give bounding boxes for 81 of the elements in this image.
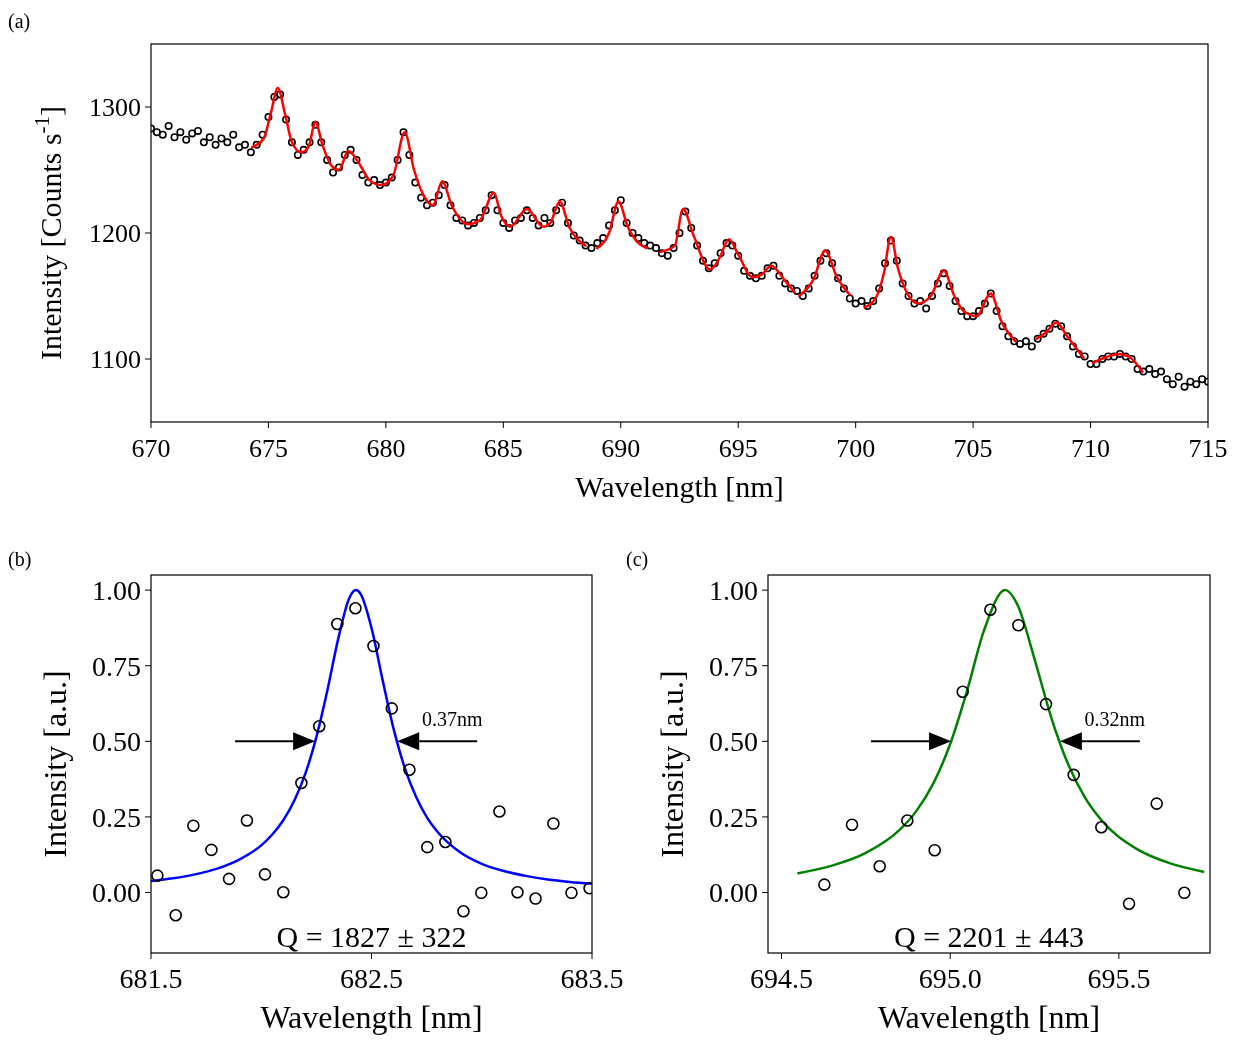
y-tick-label: 1300 xyxy=(89,93,141,123)
point xyxy=(529,892,542,905)
annotation: 0.32nm xyxy=(1084,708,1146,731)
x-axis-title: Wavelength [nm] xyxy=(260,999,483,1035)
point xyxy=(222,872,236,886)
annotation: Q = 2201 ± 443 xyxy=(893,920,1085,953)
point xyxy=(187,819,200,832)
y-tick-label: 0.00 xyxy=(92,877,141,909)
point xyxy=(169,908,182,922)
point xyxy=(277,885,290,899)
y-tick-label: 0.75 xyxy=(709,650,758,682)
point xyxy=(565,886,578,900)
chart-title: (a) xyxy=(8,10,31,33)
point xyxy=(420,840,434,854)
x-tick-label: 680 xyxy=(366,434,406,463)
point xyxy=(240,814,254,827)
y-tick-label: 1100 xyxy=(89,345,141,375)
point xyxy=(956,685,969,699)
point xyxy=(873,859,886,873)
y-tick-label: 0.25 xyxy=(709,801,758,833)
x-tick-label: 695.5 xyxy=(1087,963,1151,994)
point xyxy=(1178,886,1191,900)
point xyxy=(901,814,914,827)
point xyxy=(845,818,859,832)
x-tick-label: 675 xyxy=(248,434,288,463)
x-tick-label: 705 xyxy=(953,434,993,463)
point xyxy=(349,601,362,615)
x-tick-label: 695.0 xyxy=(918,963,982,994)
y-tick-label: 0.00 xyxy=(709,877,758,909)
point xyxy=(1122,897,1136,910)
y-axis-title: Intensity [a.u.] xyxy=(654,670,690,858)
point xyxy=(493,805,506,818)
y-tick-label: 0.75 xyxy=(92,650,141,682)
y-tick-label: 1.00 xyxy=(709,574,758,606)
point xyxy=(205,843,218,857)
point xyxy=(258,868,272,881)
point xyxy=(1095,820,1108,834)
point xyxy=(928,843,941,857)
x-tick-label: 670 xyxy=(131,434,171,463)
point xyxy=(1150,797,1163,810)
line-series xyxy=(797,588,1205,875)
y-tick-label: 0.50 xyxy=(709,726,758,758)
y-tick-label: 0.50 xyxy=(92,726,141,758)
y-tick-label: 0.25 xyxy=(92,801,141,833)
point xyxy=(385,702,399,715)
y-tick-label: 1200 xyxy=(89,219,141,249)
x-tick-label: 700 xyxy=(836,434,876,463)
x-tick-label: 710 xyxy=(1071,434,1111,463)
point xyxy=(367,639,380,653)
x-tick-label: 715 xyxy=(1188,434,1228,463)
annotation: 0.37nm xyxy=(421,708,483,731)
point xyxy=(1012,618,1025,632)
point xyxy=(439,835,452,849)
point xyxy=(403,763,416,777)
point xyxy=(457,904,470,918)
x-tick-label: 682.5 xyxy=(340,963,403,994)
x-tick-label: 690 xyxy=(601,434,641,463)
point xyxy=(312,719,326,733)
x-tick-label: 694.5 xyxy=(750,963,813,994)
point xyxy=(818,878,831,891)
x-tick-label: 683.5 xyxy=(560,963,624,994)
point xyxy=(1067,768,1080,782)
x-tick-label: 695 xyxy=(718,434,758,463)
x-axis-title: Wavelength [nm] xyxy=(877,999,1101,1035)
point xyxy=(151,869,164,882)
point xyxy=(984,603,997,617)
point xyxy=(295,776,308,790)
x-axis-title: Wavelength [nm] xyxy=(575,470,784,503)
point xyxy=(511,885,524,899)
line-series xyxy=(151,588,592,885)
point xyxy=(475,886,488,900)
annotation: Q = 1827 ± 322 xyxy=(276,920,467,953)
point xyxy=(1039,697,1053,711)
chart-title: (c) xyxy=(626,548,649,571)
chart-title: (b) xyxy=(8,548,32,571)
y-tick-label: 1.00 xyxy=(92,574,141,606)
point xyxy=(331,617,344,631)
x-tick-label: 685 xyxy=(483,434,523,463)
point xyxy=(547,817,560,830)
x-tick-label: 681.5 xyxy=(119,963,183,994)
y-axis-title: Intensity [a.u.] xyxy=(37,670,73,858)
